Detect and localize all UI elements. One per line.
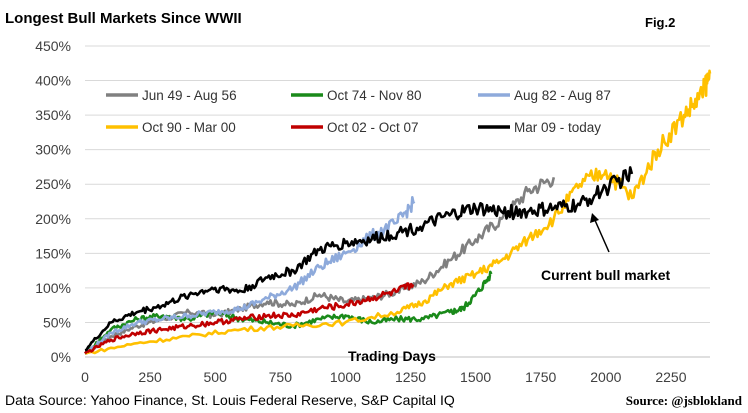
annotation-arrowhead <box>590 213 599 223</box>
x-tick-label: 1250 <box>395 369 426 385</box>
x-tick-label: 1500 <box>460 369 491 385</box>
x-tick-label: 2250 <box>655 369 686 385</box>
gridlines <box>85 45 710 323</box>
x-tick-label: 1750 <box>525 369 556 385</box>
y-tick-label: 0% <box>51 349 71 365</box>
series-line <box>84 270 493 355</box>
x-axis-ticks: 0 250 500 750 1000 1250 1500 1750 2000 2250 <box>81 369 687 385</box>
legend-label: Oct 02 - Oct 07 <box>327 120 419 135</box>
legend-label: Jun 49 - Aug 56 <box>142 88 237 103</box>
y-tick-label: 50% <box>43 314 71 330</box>
series-lines <box>83 69 712 355</box>
y-tick-label: 350% <box>35 107 71 123</box>
source-credit: Source: @jsblokland <box>626 393 743 408</box>
y-tick-label: 200% <box>35 211 71 227</box>
x-tick-label: 0 <box>81 369 89 385</box>
legend-label: Aug 82 - Aug 87 <box>514 88 611 103</box>
y-tick-label: 450% <box>35 38 71 54</box>
x-tick-label: 2000 <box>590 369 621 385</box>
annotation-arrow <box>593 217 610 253</box>
chart-title: Longest Bull Markets Since WWII <box>5 10 242 27</box>
annotation-label: Current bull market <box>541 267 670 283</box>
legend: Jun 49 - Aug 56 Oct 74 - Nov 80 Aug 82 - A… <box>106 88 611 135</box>
x-tick-label: 1000 <box>330 369 361 385</box>
annotation: Current bull market <box>541 213 670 283</box>
y-tick-label: 400% <box>35 73 71 89</box>
legend-label: Oct 90 - Mar 00 <box>142 120 236 135</box>
y-axis-ticks: 0% 50% 100% 150% 200% 250% 300% 350% 400% 450% <box>35 38 71 365</box>
series-line <box>84 166 634 352</box>
figure-label: Fig.2 <box>645 15 675 30</box>
y-tick-label: 150% <box>35 245 71 261</box>
series-line <box>84 282 415 355</box>
legend-label: Oct 74 - Nov 80 <box>327 88 422 103</box>
series-line <box>84 69 712 355</box>
x-tick-label: 250 <box>138 369 162 385</box>
legend-label: Mar 09 - today <box>514 120 601 135</box>
x-tick-label: 750 <box>269 369 293 385</box>
x-axis-label: Trading Days <box>348 348 436 364</box>
y-tick-label: 100% <box>35 280 71 296</box>
data-source-text: Data Source: Yahoo Finance, St. Louis Fe… <box>5 392 455 408</box>
x-tick-label: 500 <box>204 369 228 385</box>
y-tick-label: 300% <box>35 142 71 158</box>
y-tick-label: 250% <box>35 176 71 192</box>
